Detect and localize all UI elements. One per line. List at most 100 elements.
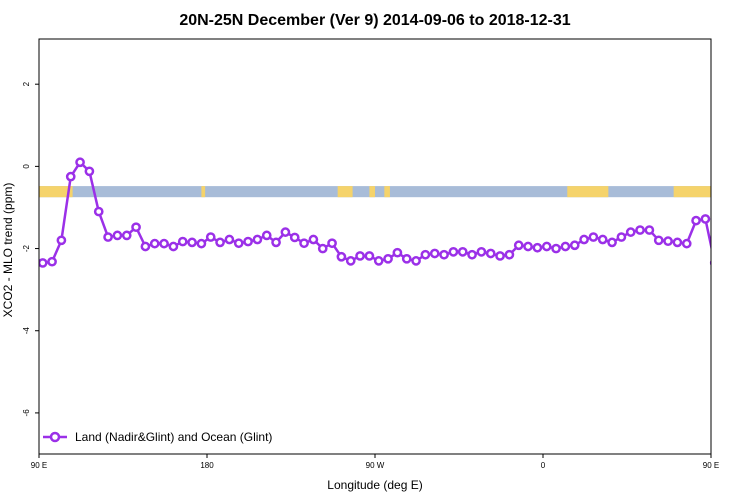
data-point (243, 236, 253, 247)
y-axis-label: XCO2 - MLO trend (ppm) (1, 183, 15, 318)
data-point (739, 173, 746, 180)
data-point (131, 222, 141, 233)
data-point (653, 235, 664, 246)
x-tick-label: 180 (200, 461, 214, 470)
data-point (420, 249, 431, 260)
land-segment (201, 186, 206, 198)
data-point (252, 234, 263, 245)
data-point (317, 243, 328, 254)
data-point (93, 206, 104, 217)
x-tick-label: 90 E (703, 461, 719, 470)
data-point (65, 171, 76, 182)
data-point (607, 237, 617, 248)
data-point (271, 237, 281, 248)
data-point (709, 259, 711, 267)
data-point (700, 214, 711, 224)
data-point (47, 256, 57, 267)
data-point (299, 238, 309, 249)
land-segment (337, 186, 353, 198)
data-point (532, 242, 543, 253)
data-point (672, 237, 683, 248)
data-point (392, 247, 403, 258)
data-point (448, 246, 459, 257)
data-point (579, 234, 589, 245)
data-point (140, 241, 151, 252)
legend: Land (Nadir&Glint) and Ocean (Glint) (43, 430, 272, 444)
data-point (551, 243, 561, 254)
data-point (720, 258, 727, 265)
data-point (364, 251, 375, 261)
data-point (495, 251, 505, 261)
data-point (691, 215, 701, 226)
data-point (616, 232, 627, 242)
data-point (560, 241, 571, 252)
data-point (233, 238, 244, 249)
series-layer (39, 157, 746, 268)
data-point (159, 238, 169, 249)
data-point (121, 230, 132, 241)
data-point (597, 234, 608, 245)
y-axis-ticks: 2 0 -2 -4 -6 (22, 81, 39, 416)
land-segment (673, 186, 711, 198)
data-point (215, 237, 225, 248)
data-point (112, 230, 123, 241)
land-ocean-band (39, 186, 711, 198)
legend-label: Land (Nadir&Glint) and Ocean (Glint) (75, 430, 272, 444)
x-axis-ticks: 90 E 180 90 W 0 90 E (31, 454, 719, 470)
data-point (681, 238, 692, 249)
data-point (439, 249, 449, 260)
data-point (196, 238, 207, 249)
data-point (205, 232, 216, 242)
x-tick-label: 90 W (366, 461, 385, 470)
data-point (177, 236, 188, 247)
data-point (336, 251, 347, 262)
data-point (39, 258, 48, 268)
land-segment (369, 186, 375, 198)
data-point (345, 256, 356, 266)
y-tick-label: -6 (22, 409, 31, 417)
data-point (327, 238, 337, 249)
data-point (373, 256, 384, 266)
data-point (635, 225, 645, 235)
y-tick-label: -4 (22, 327, 31, 335)
data-point (523, 241, 533, 252)
data-point (224, 234, 235, 245)
data-point (467, 249, 477, 260)
data-point (485, 248, 496, 259)
data-point (457, 246, 468, 257)
data-point (289, 232, 300, 243)
data-point (149, 238, 160, 249)
x-tick-label: 0 (541, 461, 546, 470)
data-point (625, 227, 636, 237)
data-point (411, 256, 421, 266)
data-point (84, 166, 95, 177)
land-segment (384, 186, 390, 198)
data-point (103, 232, 113, 242)
data-point (663, 236, 673, 247)
data-point (383, 253, 393, 264)
data-point (308, 234, 319, 245)
land-segment (567, 186, 609, 198)
y-tick-label: 2 (22, 81, 31, 86)
data-point (476, 246, 487, 257)
land-segment (39, 186, 73, 198)
legend-marker (49, 431, 61, 443)
data-point (644, 225, 655, 235)
data-point (504, 249, 515, 260)
data-point (513, 240, 524, 251)
data-point (588, 232, 599, 242)
chart-title: 20N-25N December (Ver 9) 2014-09-06 to 2… (179, 12, 570, 29)
y-tick-label: -2 (22, 244, 31, 252)
y-tick-label: 0 (22, 164, 31, 169)
data-point (541, 241, 552, 252)
data-point (75, 157, 85, 168)
data-point (569, 240, 580, 251)
x-axis-label: Longitude (deg E) (327, 478, 422, 492)
data-point (355, 251, 365, 261)
x-tick-label: 90 E (31, 461, 47, 470)
data-point (168, 241, 179, 252)
data-point (56, 235, 67, 246)
data-point (429, 248, 440, 259)
data-point (187, 237, 197, 248)
